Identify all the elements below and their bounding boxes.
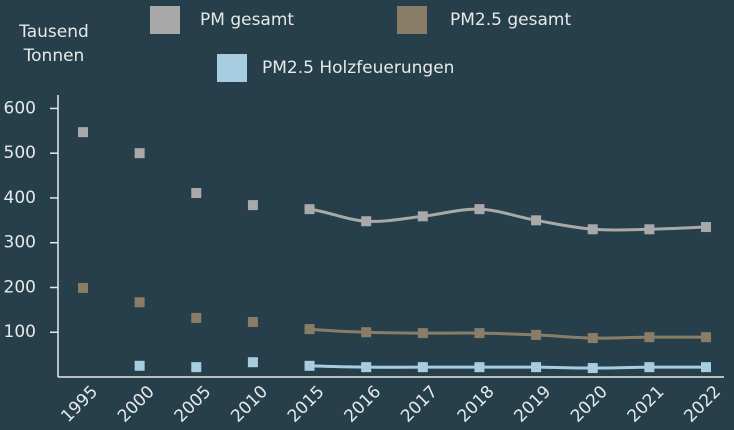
marker (701, 222, 711, 233)
line-segment (422, 207, 480, 218)
y-tick-label: 100 (4, 322, 36, 342)
x-tick-label: 2000 (114, 382, 159, 427)
marker (644, 362, 655, 373)
marker (191, 312, 202, 323)
marker (191, 362, 202, 373)
legend-swatch (397, 6, 427, 34)
marker (531, 329, 542, 340)
legend-label: PM2.5 Holzfeuerungen (262, 58, 454, 78)
x-tick-label: 2019 (510, 382, 555, 427)
line-segment (592, 335, 650, 340)
marker (417, 362, 428, 373)
marker (417, 211, 428, 222)
marker (247, 316, 258, 327)
x-tick-label: 2016 (341, 382, 386, 427)
marker (417, 328, 428, 339)
line-segment (536, 365, 593, 370)
x-tick-label: 2021 (624, 382, 669, 427)
y-axis-label: Tausend (18, 22, 89, 42)
line-segment (536, 333, 593, 340)
x-tick-label: 2020 (567, 382, 612, 427)
marker (134, 360, 145, 371)
y-tick-label: 400 (4, 188, 36, 208)
marker (587, 363, 598, 374)
marker (701, 332, 711, 343)
marker (247, 357, 258, 368)
marker (78, 282, 88, 293)
line-segment (366, 330, 423, 335)
y-tick-label: 600 (4, 98, 36, 118)
y-tick-label: 500 (4, 143, 36, 163)
line-segment (592, 227, 650, 232)
x-tick-label: 2022 (680, 382, 725, 427)
line-segment (535, 218, 593, 231)
x-tick-label: 2018 (454, 382, 499, 427)
marker (531, 215, 542, 226)
x-tick-label: 2015 (284, 382, 329, 427)
marker (701, 362, 711, 373)
marker (361, 362, 372, 373)
marker (474, 362, 485, 373)
y-axis-label: Tonnen (23, 46, 85, 66)
line-segment (649, 225, 707, 231)
line-segment (309, 364, 367, 369)
marker (78, 127, 88, 138)
marker (644, 224, 655, 235)
marker (531, 362, 542, 373)
marker (134, 297, 145, 308)
marker (474, 328, 485, 339)
marker (304, 360, 315, 371)
legend-swatch (150, 6, 180, 34)
marker (247, 200, 258, 211)
y-tick-label: 200 (4, 277, 36, 297)
marker (304, 204, 315, 215)
x-tick-label: 2005 (171, 382, 216, 427)
marker (134, 148, 145, 159)
x-tick-label: 2017 (397, 382, 442, 427)
line-segment (479, 207, 537, 222)
legend-label: PM2.5 gesamt (450, 10, 571, 30)
x-tick-label: 1995 (57, 382, 102, 427)
x-tick-label: 2010 (227, 382, 272, 427)
y-tick-label: 300 (4, 233, 36, 253)
line-segment (366, 214, 423, 223)
marker (361, 216, 372, 227)
marker (304, 324, 315, 335)
marker (587, 224, 598, 235)
marker (587, 333, 598, 344)
marker (361, 327, 372, 338)
legend-label: PM gesamt (200, 10, 294, 30)
marker (474, 204, 485, 215)
legend-swatch (217, 54, 247, 82)
line-segment (592, 365, 650, 370)
line-segment (309, 207, 367, 223)
marker (191, 188, 202, 199)
line-segment (479, 331, 537, 337)
marker (644, 332, 655, 343)
line-segment (309, 327, 367, 334)
